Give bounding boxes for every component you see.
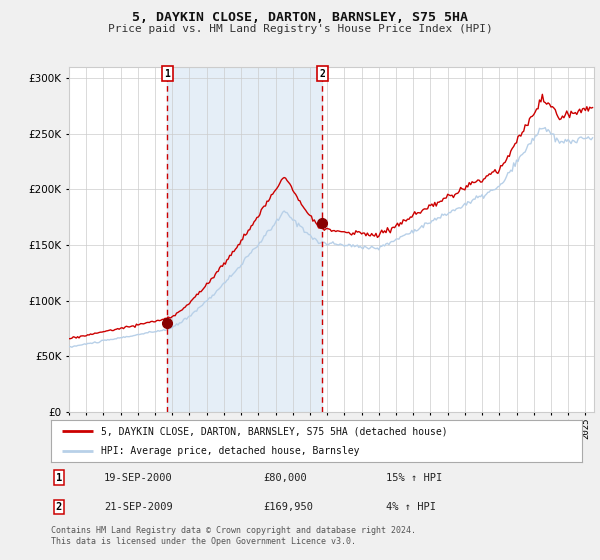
Text: 15% ↑ HPI: 15% ↑ HPI — [386, 473, 442, 483]
Text: Contains HM Land Registry data © Crown copyright and database right 2024.
This d: Contains HM Land Registry data © Crown c… — [51, 526, 416, 546]
Text: £169,950: £169,950 — [263, 502, 313, 512]
Text: £80,000: £80,000 — [263, 473, 307, 483]
Bar — [167, 67, 322, 412]
Text: 1: 1 — [164, 69, 170, 79]
Text: Price paid vs. HM Land Registry's House Price Index (HPI): Price paid vs. HM Land Registry's House … — [107, 24, 493, 34]
Text: HPI: Average price, detached house, Barnsley: HPI: Average price, detached house, Barn… — [101, 446, 360, 456]
Text: 21-SEP-2009: 21-SEP-2009 — [104, 502, 173, 512]
Text: 2: 2 — [56, 502, 62, 512]
Text: 4% ↑ HPI: 4% ↑ HPI — [386, 502, 436, 512]
Text: 5, DAYKIN CLOSE, DARTON, BARNSLEY, S75 5HA: 5, DAYKIN CLOSE, DARTON, BARNSLEY, S75 5… — [132, 11, 468, 24]
Text: 5, DAYKIN CLOSE, DARTON, BARNSLEY, S75 5HA (detached house): 5, DAYKIN CLOSE, DARTON, BARNSLEY, S75 5… — [101, 426, 448, 436]
Text: 2: 2 — [319, 69, 325, 79]
Text: 1: 1 — [56, 473, 62, 483]
Text: 19-SEP-2000: 19-SEP-2000 — [104, 473, 173, 483]
